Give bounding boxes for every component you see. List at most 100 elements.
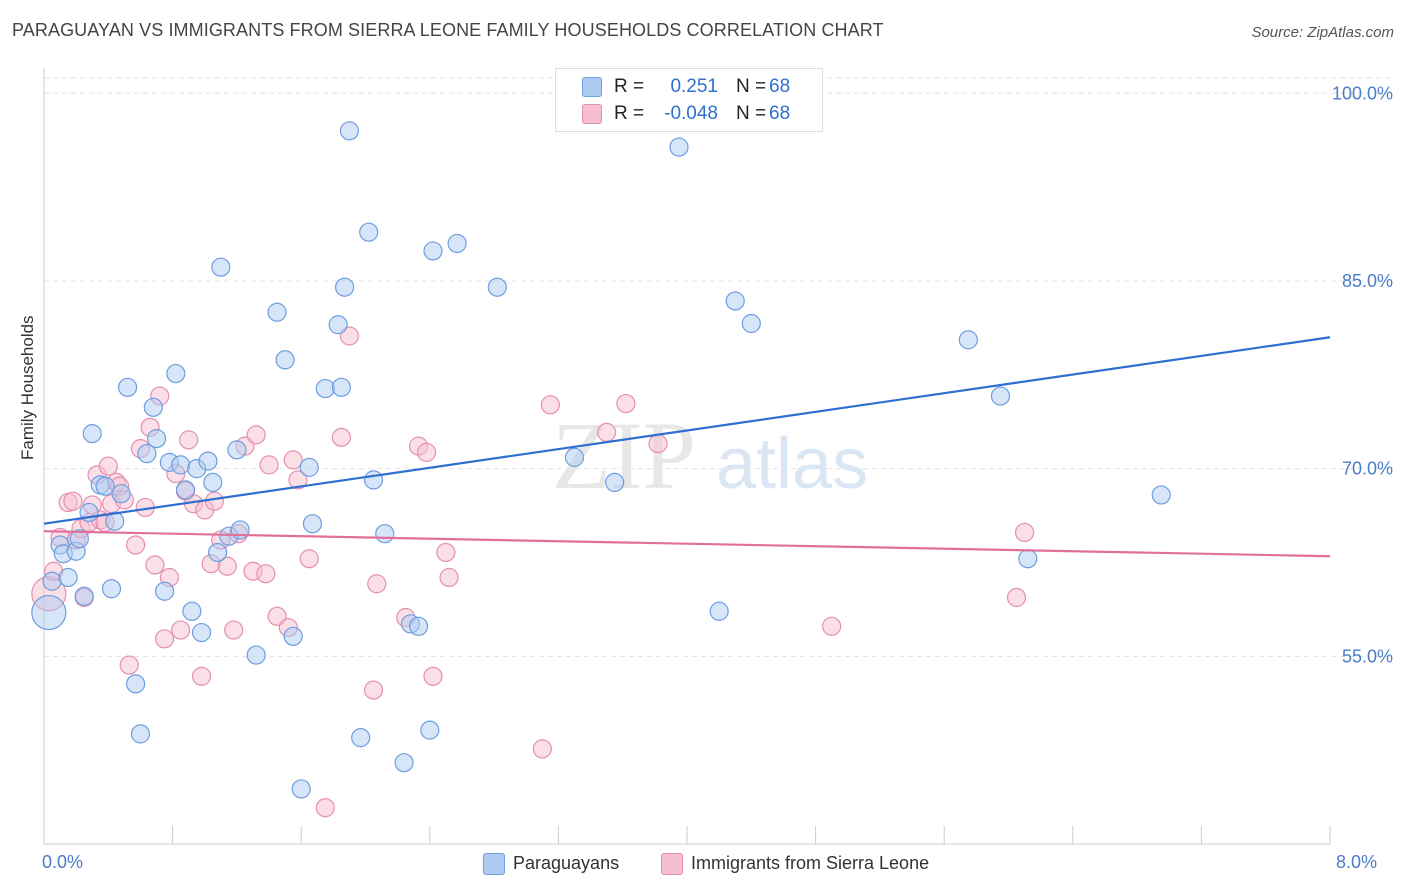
immigrants-point [1014, 522, 1035, 543]
paraguayans-point [230, 520, 250, 540]
paraguayans-point [117, 377, 138, 397]
paraguayans-point [1018, 549, 1038, 569]
paraguayans-point [69, 529, 89, 549]
series-paraguayans-points [31, 121, 1171, 799]
immigrants-point [145, 555, 165, 575]
paraguayans-point [328, 315, 348, 335]
paraguayans-point [1151, 485, 1171, 505]
immigrants-point [532, 739, 552, 759]
immigrants-point [363, 680, 384, 700]
r-value: 0.251 [670, 76, 718, 97]
paraguayans-point [709, 601, 729, 621]
y-tick-label: 85.0% [1342, 271, 1393, 291]
paraguayans-point [175, 480, 196, 500]
immigrants-point [98, 456, 118, 476]
y-tick-labels: 55.0% 70.0% 85.0% 100.0% [1332, 83, 1393, 666]
paraguayans-point [146, 429, 167, 449]
legend: Paraguayans Immigrants from Sierra Leone [0, 852, 1406, 878]
paraguayans-swatch [582, 77, 602, 97]
paraguayans-point [171, 455, 191, 475]
immigrants-point [648, 434, 668, 454]
immigrants-point [171, 620, 191, 640]
immigrants-point [315, 798, 335, 818]
paraguayans-point [191, 622, 212, 643]
trend-line-paraguayans [43, 336, 1331, 525]
paraguayans-point [331, 377, 351, 397]
paraguayans-point [423, 241, 443, 261]
stats-row-immigrants: R = -0.048 N = 68 [556, 101, 822, 127]
y-tick-label: 70.0% [1342, 459, 1393, 479]
paraguayans-point [275, 350, 295, 370]
paraguayans-point [74, 586, 94, 606]
immigrants-point [217, 556, 237, 576]
immigrants-point [597, 422, 617, 442]
chart-title: PARAGUAYAN VS IMMIGRANTS FROM SIERRA LEO… [12, 20, 884, 40]
immigrants-point [1006, 587, 1027, 608]
immigrants-point [616, 393, 636, 414]
stats-box: R = 0.251 N = 68 R = -0.048 N = 68 [555, 68, 823, 132]
paraguayans-point [166, 363, 186, 384]
paraguayans-point [741, 313, 761, 334]
paraguayans-point [105, 511, 125, 531]
paraguayans-point [154, 581, 175, 601]
trend-line-immigrants [43, 530, 1331, 558]
immigrants-point [119, 655, 139, 675]
immigrants-point [822, 616, 842, 636]
paraguayans-point [143, 397, 163, 417]
paraguayans-point [958, 330, 978, 350]
immigrants-point [246, 425, 266, 445]
trend-lines [43, 336, 1331, 558]
immigrants-point [439, 567, 459, 588]
paraguayans-point [82, 424, 102, 444]
immigrants-point [416, 442, 437, 462]
paraguayans-point [351, 728, 371, 748]
legend-swatch-paraguayans [483, 853, 505, 875]
y-tick-label: 100.0% [1332, 83, 1393, 103]
paraguayans-point [605, 472, 625, 493]
paraguayans-point [111, 484, 131, 504]
paraguayans-point [302, 514, 323, 534]
immigrants-point [126, 535, 146, 555]
paraguayans-point [394, 753, 414, 773]
paraguayans-point [42, 571, 62, 591]
legend-label-immigrants: Immigrants from Sierra Leone [691, 853, 930, 873]
r-value: -0.048 [664, 103, 718, 124]
paraguayans-point [291, 779, 311, 799]
paraguayans-point [564, 447, 585, 467]
paraguayans-point [95, 476, 115, 496]
immigrants-point [204, 491, 224, 511]
immigrants-point [540, 395, 560, 415]
paraguayans-point [208, 542, 228, 563]
paraguayans-point [363, 470, 384, 490]
immigrants-point [283, 450, 303, 470]
x-tick-min: 0.0% [42, 852, 84, 872]
immigrants-point [224, 620, 244, 640]
stats-row-paraguayans: R = 0.251 N = 68 [556, 74, 822, 100]
n-label: N = [736, 76, 767, 97]
paraguayans-point [339, 121, 360, 141]
paraguayans-point [359, 222, 379, 242]
paraguayans-point [130, 724, 151, 744]
paraguayans-point [725, 291, 745, 311]
paraguayans-point [246, 645, 266, 665]
immigrants-point [256, 564, 276, 584]
legend-swatch-immigrants [661, 853, 683, 875]
source-label: Source: ZipAtlas.com [1251, 24, 1394, 41]
immigrants-point [179, 430, 199, 450]
paraguayans-point [101, 579, 122, 599]
immigrants-point [299, 549, 319, 569]
paraguayans-point [203, 472, 223, 493]
immigrants-point [259, 455, 279, 475]
immigrants-point [331, 427, 351, 447]
immigrants-point [154, 629, 175, 649]
paraguayans-point [137, 444, 157, 464]
paraguayans-point [126, 674, 146, 694]
y-axis-label: Family Households [18, 315, 37, 460]
paraguayans-point [283, 626, 303, 646]
paraguayans-point [408, 616, 429, 636]
paraguayans-point [420, 720, 440, 740]
immigrants-point [288, 470, 308, 490]
watermark: ZIP atlas [552, 402, 868, 509]
paraguayans-point [31, 594, 67, 631]
